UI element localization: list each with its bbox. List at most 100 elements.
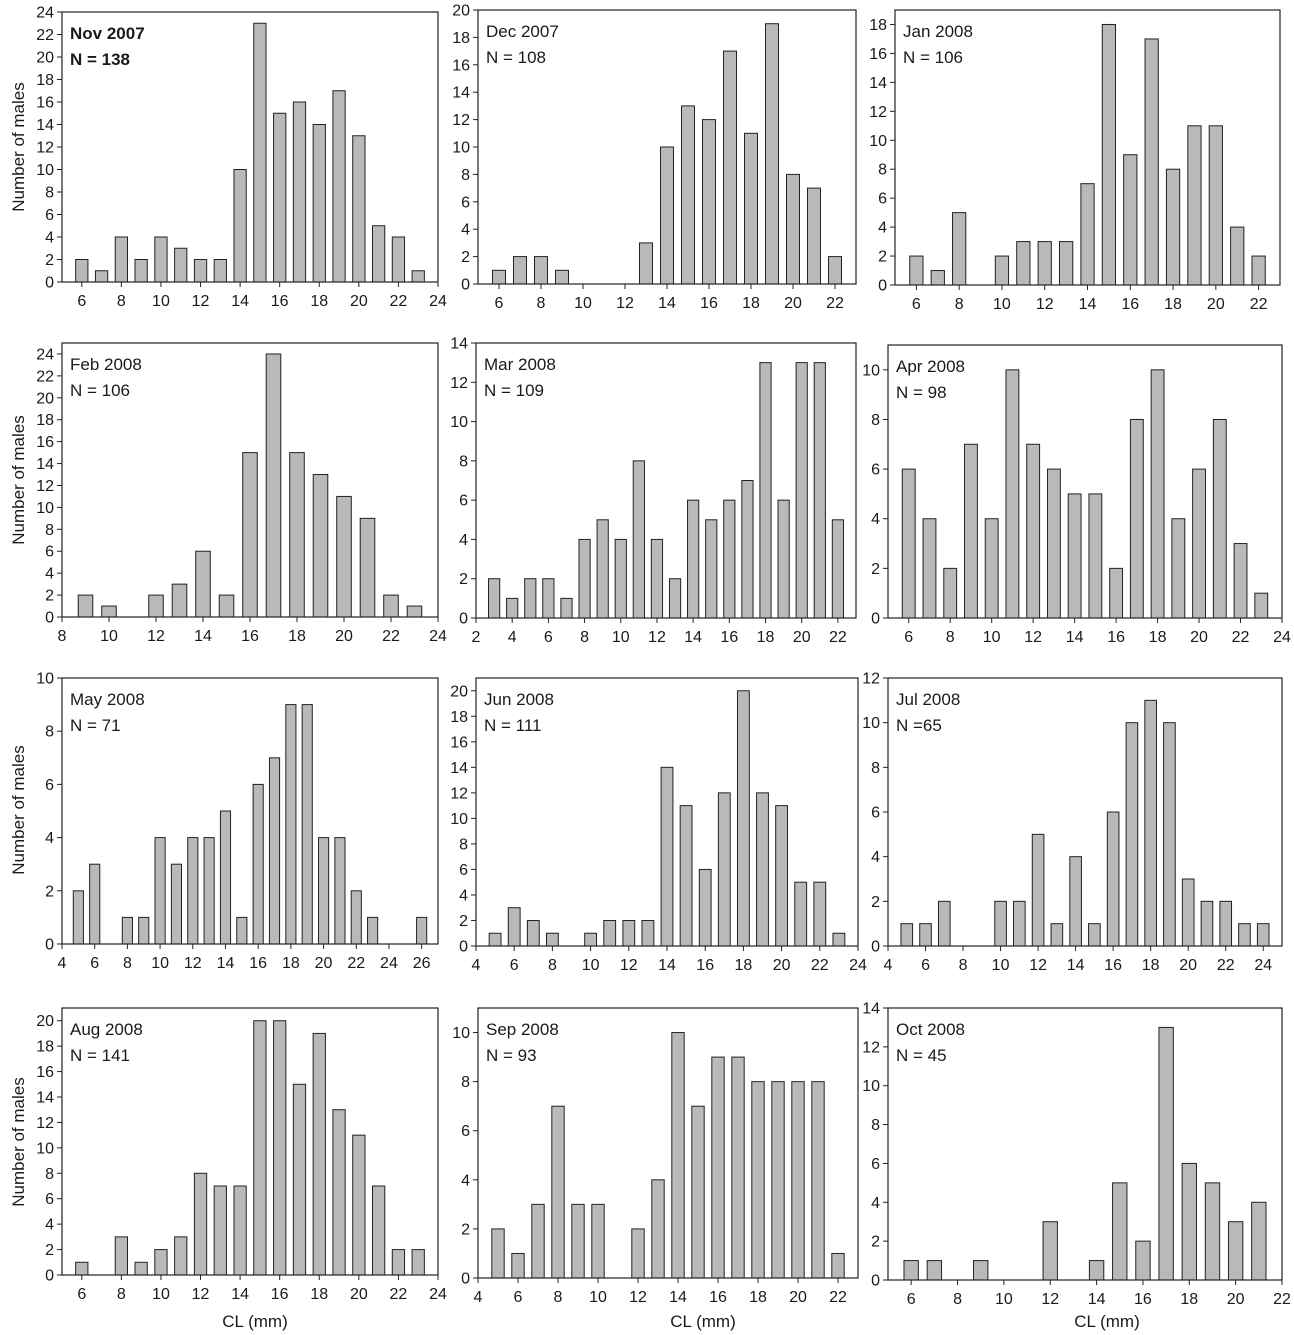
y-tick-label: 10 [862,362,880,379]
x-tick-label: 26 [413,955,431,972]
bar [827,256,843,285]
y-tick-label: 14 [869,75,887,92]
bar [511,1252,525,1279]
bar [651,1179,665,1279]
x-tick-label: 8 [946,629,955,646]
bar [411,270,425,283]
bar [785,173,801,285]
bar [1042,1221,1058,1281]
bar [134,259,148,283]
x-tick-label: 10 [589,1289,607,1306]
y-tick-label: 0 [45,610,54,627]
bar [1058,241,1074,286]
bar [1187,125,1202,286]
y-axis-label-row-2: Number of males [9,415,28,544]
x-tick-label: 22 [390,293,408,310]
bar [195,550,211,618]
bar [806,187,822,285]
bar [922,518,937,619]
bar [731,1056,745,1279]
y-tick-label: 0 [871,939,880,956]
panel-title: Mar 2008 [484,355,556,374]
y-tick-label: 22 [36,368,54,385]
bar [1256,923,1270,947]
plot-frame [887,1007,1283,1281]
panel-sample-size: N = 111 [484,716,542,735]
bar [101,605,117,618]
y-axis-label-row-3: Number of males [9,745,28,874]
y-tick-label: 2 [45,588,54,605]
x-tick-label: 12 [1036,296,1054,313]
y-tick-label: 24 [36,346,54,363]
y-tick-label: 12 [452,112,470,129]
bar [154,1249,168,1276]
y-tick-label: 10 [862,715,880,732]
y-tick-label: 6 [459,862,468,879]
x-tick-label: 12 [620,957,638,974]
bar [1037,241,1052,286]
x-tick-label: 16 [1121,296,1139,313]
x-axis-label-col-2: CL (mm) [670,1312,735,1331]
bar [285,704,297,945]
bar [641,919,655,947]
y-tick-label: 4 [459,887,468,904]
x-tick-label: 14 [669,1289,687,1306]
bar [1212,418,1227,619]
y-tick-label: 20 [36,1013,54,1030]
bar [831,1252,845,1279]
bar [994,255,1010,286]
bar [791,1081,805,1279]
y-tick-label: 20 [36,390,54,407]
bar [994,900,1007,947]
x-tick-label: 16 [271,1286,289,1303]
x-tick-label: 10 [152,1286,170,1303]
x-tick-label: 6 [77,293,86,310]
bar [273,112,287,283]
bar [253,1020,267,1276]
x-tick-label: 4 [884,957,893,974]
bar [372,1185,386,1276]
x-tick-label: 16 [709,1289,727,1306]
panel-title: Jan 2008 [903,22,973,41]
bar [671,1032,685,1279]
bar [638,242,654,285]
x-tick-label: 10 [995,1291,1013,1308]
x-tick-label: 12 [1041,1291,1059,1308]
bar [1013,900,1026,947]
bar [764,23,780,285]
y-tick-label: 0 [45,275,54,292]
bar [1135,1240,1151,1281]
bar [1251,255,1266,286]
bar [622,919,636,947]
y-tick-label: 14 [36,1090,54,1107]
y-tick-label: 20 [450,683,468,700]
bar [174,247,188,283]
bar [679,805,693,947]
bar [252,783,264,945]
bar [292,101,307,283]
panel-sample-size: N = 93 [486,1046,537,1065]
bar [813,881,827,947]
bar [1067,493,1082,619]
bar [632,460,645,619]
panel-11: 0 2 4 6 8 10 4 6 8 10 12 14 16 18 20 22 Sep 2008 N = 93 [452,1007,859,1306]
bar [77,594,94,618]
y-tick-label: 14 [862,1001,880,1018]
bar [138,916,150,945]
bar [705,519,718,619]
panel-title: Jun 2008 [484,690,554,709]
y-axis-labels: Number of males Number of males Number o… [9,82,28,1206]
bar [312,1032,326,1276]
bar [698,868,712,947]
y-tick-label: 20 [452,3,470,20]
y-tick-label: 8 [459,453,468,470]
y-tick-label: 4 [871,511,880,528]
bar [964,443,978,619]
bar [795,362,808,619]
y-tick-label: 2 [871,1234,880,1251]
y-tick-label: 14 [450,760,468,777]
x-tick-label: 10 [100,628,118,645]
bar [1088,923,1101,947]
